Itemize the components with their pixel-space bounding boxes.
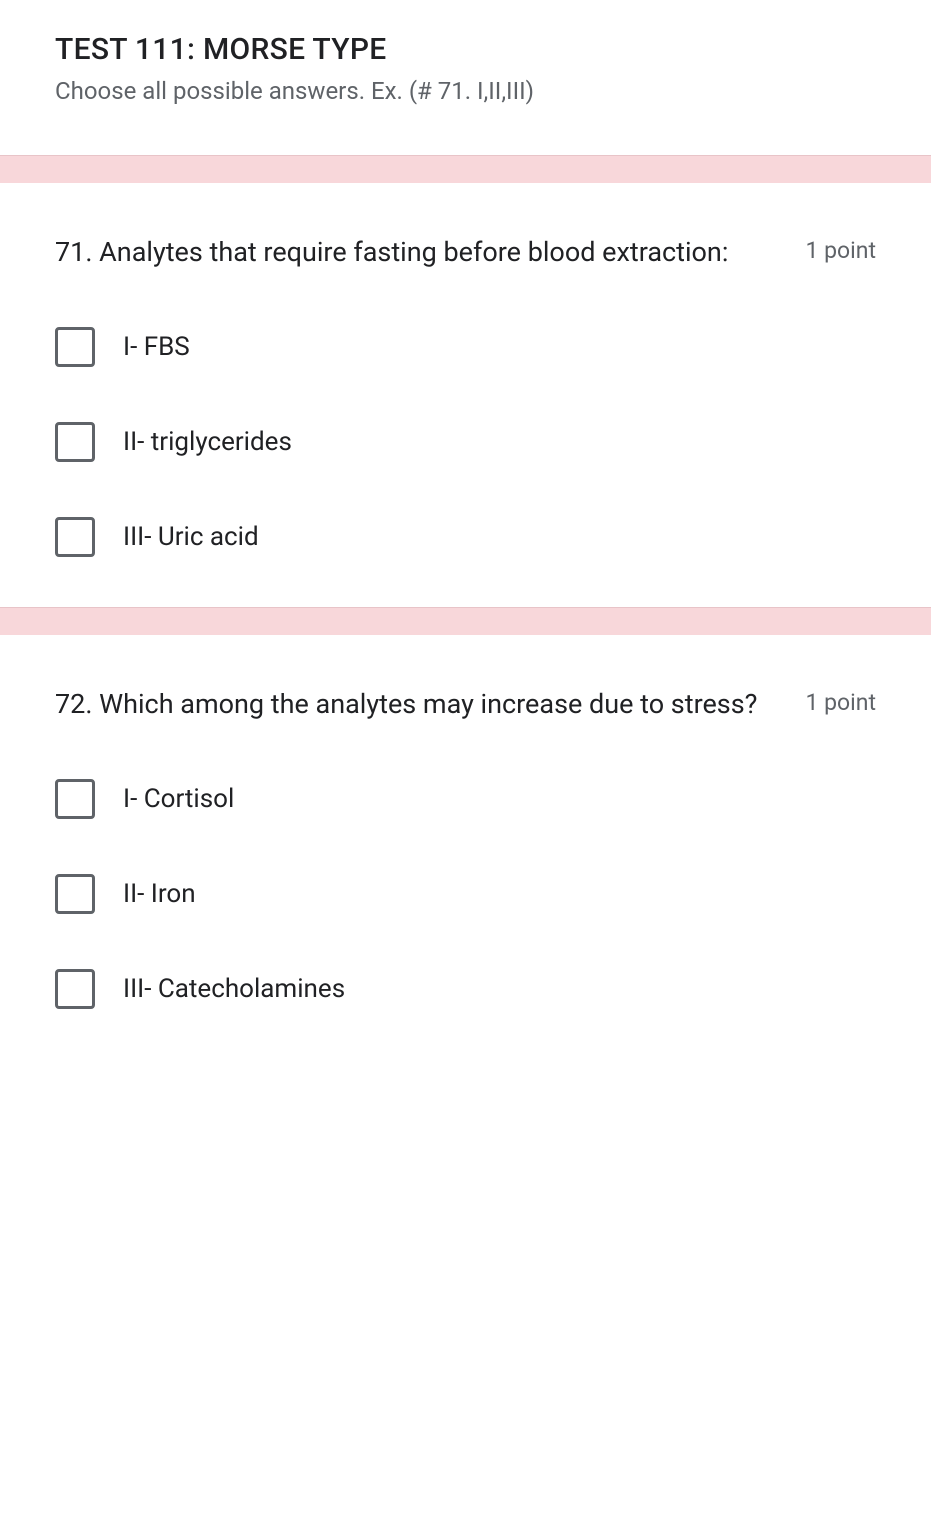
option-row[interactable]: III- Catecholamines	[55, 969, 876, 1009]
checkbox[interactable]	[55, 969, 95, 1009]
checkbox[interactable]	[55, 874, 95, 914]
question-header: 71. Analytes that require fasting before…	[55, 233, 876, 272]
options-list: I- Cortisol II- Iron III- Catecholamines	[55, 779, 876, 1009]
option-row[interactable]: II- Iron	[55, 874, 876, 914]
question-text: 71. Analytes that require fasting before…	[55, 233, 806, 272]
option-label: II- triglycerides	[123, 427, 292, 457]
section-subtitle: Choose all possible answers. Ex. (# 71. …	[55, 77, 876, 105]
option-label: I- Cortisol	[123, 784, 234, 814]
question-card-72: 72. Which among the analytes may increas…	[0, 635, 931, 1059]
checkbox[interactable]	[55, 327, 95, 367]
point-label: 1 point	[806, 689, 876, 716]
option-label: III- Catecholamines	[123, 974, 345, 1004]
option-label: I- FBS	[123, 332, 190, 362]
section-header: TEST 111: MORSE TYPE Choose all possible…	[0, 0, 931, 155]
point-label: 1 point	[806, 237, 876, 264]
option-row[interactable]: III- Uric acid	[55, 517, 876, 557]
option-row[interactable]: I- FBS	[55, 327, 876, 367]
checkbox[interactable]	[55, 779, 95, 819]
option-label: III- Uric acid	[123, 522, 259, 552]
checkbox[interactable]	[55, 517, 95, 557]
section-divider	[0, 155, 931, 183]
options-list: I- FBS II- triglycerides III- Uric acid	[55, 327, 876, 557]
option-label: II- Iron	[123, 879, 196, 909]
section-divider	[0, 607, 931, 635]
section-title: TEST 111: MORSE TYPE	[55, 32, 876, 67]
question-card-71: 71. Analytes that require fasting before…	[0, 183, 931, 607]
question-text: 72. Which among the analytes may increas…	[55, 685, 806, 724]
question-header: 72. Which among the analytes may increas…	[55, 685, 876, 724]
checkbox[interactable]	[55, 422, 95, 462]
option-row[interactable]: I- Cortisol	[55, 779, 876, 819]
option-row[interactable]: II- triglycerides	[55, 422, 876, 462]
